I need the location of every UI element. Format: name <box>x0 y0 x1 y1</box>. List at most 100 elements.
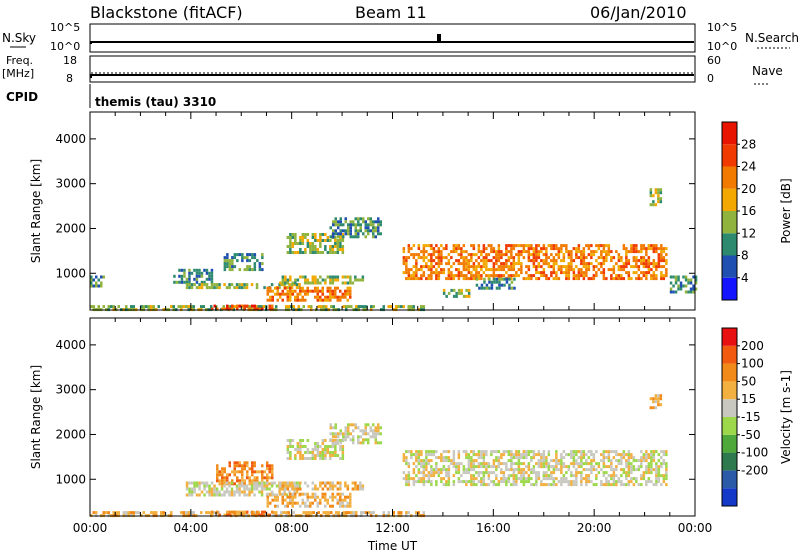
echo-cell <box>465 483 468 487</box>
echo-cell <box>490 283 494 287</box>
echo-cell <box>482 477 486 481</box>
echo-cell <box>266 473 269 477</box>
echo-cell <box>218 513 221 517</box>
echo-cell <box>490 259 493 263</box>
echo-cell <box>355 305 358 309</box>
echo-cell <box>652 262 656 266</box>
echo-cell <box>602 259 606 263</box>
echo-cell <box>155 511 158 515</box>
echo-cell <box>215 490 219 494</box>
echo-cell <box>331 484 335 488</box>
echo-cell <box>336 245 340 248</box>
echo-cell <box>330 305 333 309</box>
echo-cell <box>241 513 244 517</box>
echo-cell <box>344 275 347 279</box>
echo-cell <box>412 483 416 487</box>
echo-cell <box>162 511 165 515</box>
echo-cell <box>502 474 506 478</box>
echo-cell <box>347 305 350 309</box>
echo-cell <box>233 490 236 494</box>
echo-cell <box>440 256 443 260</box>
echo-cell <box>402 305 405 309</box>
echo-cell <box>319 242 322 245</box>
echo-cell <box>647 268 651 272</box>
echo-cell <box>336 295 339 299</box>
echo-cell <box>592 453 596 457</box>
echo-cell <box>427 244 431 248</box>
echo-cell <box>299 504 302 508</box>
echo-cell <box>294 484 297 488</box>
echo-cell <box>334 495 337 499</box>
echo-cell <box>587 468 591 472</box>
echo-cell <box>657 403 660 407</box>
echo-cell <box>243 304 246 308</box>
echo-cell <box>467 459 471 463</box>
echo-cell <box>482 256 486 260</box>
echo-cell <box>503 277 506 281</box>
echo-cell <box>645 456 648 460</box>
echo-cell <box>319 251 322 254</box>
echo-cell <box>233 256 237 260</box>
echo-cell <box>287 305 290 309</box>
colorbar-tick-label: -15 <box>741 410 761 424</box>
echo-cell <box>477 462 481 466</box>
echo-cell <box>349 438 352 442</box>
echo-cell <box>275 305 278 309</box>
echo-cell <box>640 465 643 469</box>
echo-cell <box>334 223 337 227</box>
echo-cell <box>346 495 349 499</box>
echo-cell <box>261 473 264 477</box>
echo-cell <box>467 268 471 272</box>
echo-cell <box>246 464 249 468</box>
echo-cell <box>286 451 290 454</box>
echo-cell <box>457 271 461 275</box>
echo-cell <box>230 487 234 491</box>
echo-cell <box>255 286 259 290</box>
echo-cell <box>284 292 287 296</box>
echo-cell <box>377 426 380 430</box>
echo-cell <box>311 281 315 285</box>
echo-cell <box>339 223 342 227</box>
echo-cell <box>447 450 451 454</box>
x-tick-label: 16:00 <box>476 521 511 535</box>
echo-cell <box>602 483 606 487</box>
echo-cell <box>527 277 531 281</box>
echo-cell <box>452 262 456 266</box>
echo-cell <box>527 480 531 484</box>
echo-cell <box>477 450 481 454</box>
echo-cell <box>238 484 241 488</box>
echo-cell <box>435 262 438 266</box>
echo-cell <box>226 256 229 260</box>
echo-cell <box>435 468 438 472</box>
echo-cell <box>530 259 533 263</box>
echo-cell <box>585 483 588 487</box>
echo-cell <box>550 244 553 248</box>
echo-cell <box>627 483 631 487</box>
echo-cell <box>341 239 345 242</box>
echo-cell <box>319 498 322 502</box>
echo-cell <box>642 477 646 481</box>
echo-cell <box>435 480 438 484</box>
echo-cell <box>447 271 451 275</box>
echo-cell <box>347 223 350 227</box>
echo-cell <box>482 453 486 457</box>
echo-cell <box>253 307 256 311</box>
echo-cell <box>319 275 322 279</box>
echo-cell <box>306 281 310 285</box>
echo-cell <box>302 511 305 515</box>
echo-cell <box>263 487 266 491</box>
echo-cell <box>248 253 252 257</box>
echo-cell <box>346 504 349 508</box>
echo-cell <box>412 256 416 260</box>
echo-cell <box>497 268 501 272</box>
echo-cell <box>312 511 315 515</box>
echo-cell <box>582 265 586 269</box>
echo-cell <box>253 481 256 485</box>
echo-cell <box>490 471 493 475</box>
echo-cell <box>622 244 626 248</box>
echo-cell <box>336 298 339 302</box>
echo-cell <box>407 480 411 484</box>
echo-cell <box>477 271 481 275</box>
echo-cell <box>289 445 292 448</box>
echo-cell <box>652 265 656 269</box>
